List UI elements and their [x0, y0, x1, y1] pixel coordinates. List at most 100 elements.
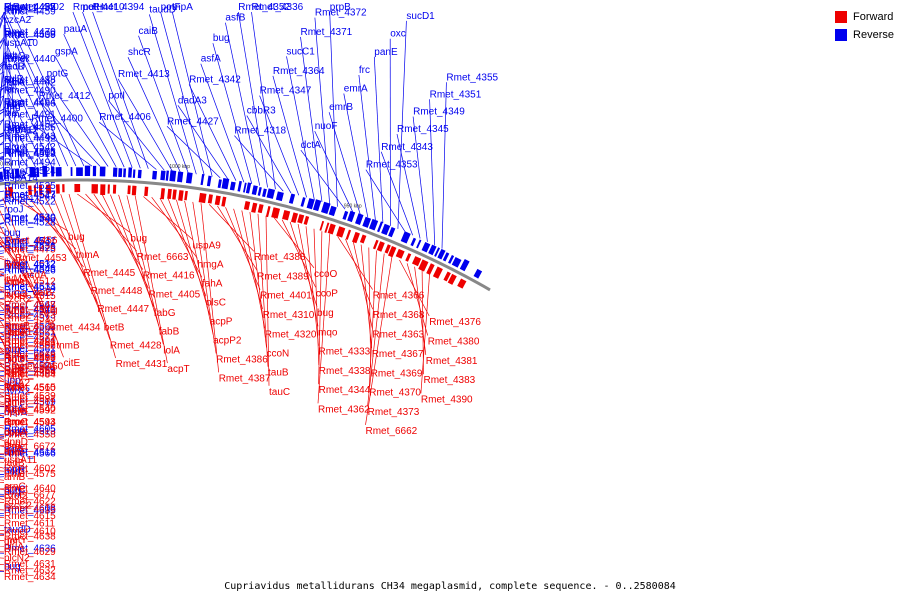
forward-gene-label: tnpA — [4, 381, 25, 392]
label-leader-line — [148, 14, 197, 175]
label-leader-line — [272, 75, 307, 198]
reverse-gene-label: Rmet_4525 — [4, 181, 56, 192]
reverse-gene-label: Rmet_4470 — [4, 27, 56, 38]
label-leader-line — [208, 204, 255, 252]
forward-gene-label: livM3 — [4, 274, 28, 285]
forward-gene-label: czcS2 — [4, 311, 32, 322]
label-leader-line — [429, 99, 436, 246]
label-leader-line — [329, 11, 338, 207]
reverse-gene-label: taudD — [149, 4, 176, 15]
forward-gene-label: Rmet_4344 — [319, 385, 371, 396]
reverse-gene-label: caiB — [139, 26, 159, 37]
reverse-gene-label: Rmet_4626 — [4, 266, 56, 277]
forward-gene-label: Rmet_4516 — [4, 306, 56, 317]
forward-gene-label: Rmet_4475 — [4, 244, 56, 255]
forward-gene-label: Rmet_4363 — [372, 330, 424, 341]
forward-gene-label: fadB — [4, 458, 25, 469]
label-leader-line — [127, 57, 181, 173]
forward-feature — [336, 226, 346, 238]
forward-gene-label: Rmet_4511 — [4, 398, 55, 409]
forward-gene-label: Rmet_4481 — [4, 337, 56, 348]
label-leader-line — [98, 121, 157, 170]
forward-gene-label: Rmet_4565 — [4, 383, 56, 394]
reverse-gene-label: rpoJ — [4, 205, 23, 216]
label-leader-line — [52, 194, 105, 322]
reverse-feature — [473, 268, 483, 279]
forward-gene-label: Rmet_4428 — [110, 341, 162, 352]
label-leader-line — [217, 205, 258, 271]
forward-feature — [4, 187, 8, 199]
reverse-feature — [410, 237, 417, 247]
forward-feature — [345, 229, 352, 240]
reverse-gene-label: sumF1 — [4, 194, 35, 205]
reverse-gene-label: Rmet_4452 — [4, 120, 56, 131]
label-leader-line — [0, 243, 25, 270]
reverse-feature — [169, 170, 177, 182]
forward-gene-label: Rmet_4370 — [369, 388, 421, 399]
reverse-feature — [221, 177, 230, 190]
legend-reverse: Reverse — [835, 26, 894, 44]
forward-gene-label: arnB — [4, 472, 25, 483]
reverse-gene-label: Rmet_4546 — [4, 213, 56, 224]
label-leader-line — [177, 105, 229, 180]
reverse-gene-label: fabD — [4, 99, 25, 110]
label-leader-line — [54, 56, 117, 167]
forward-feature — [178, 190, 184, 201]
reverse-gene-label: zot — [4, 51, 18, 62]
forward-gene-label: czcC2 — [4, 501, 32, 512]
legend-reverse-label: Reverse — [853, 29, 894, 41]
reverse-gene-label: fabA — [4, 78, 25, 89]
reverse-gene-label: Rmet_4527 — [4, 189, 56, 200]
reverse-gene-label: Rmet_4412 — [39, 91, 91, 102]
reverse-feature — [42, 165, 48, 177]
forward-gene-label: Rmet_4591 — [4, 394, 56, 405]
reverse-feature — [300, 197, 306, 207]
forward-gene-label: bug — [4, 345, 21, 356]
forward-gene-label: betB — [104, 322, 125, 333]
forward-gene-label: Rmet_4504 — [4, 335, 56, 346]
reverse-gene-label: Rmet_4494 — [4, 157, 56, 168]
label-leader-line — [60, 194, 111, 340]
reverse-gene-label: Rmet_4605 — [4, 424, 56, 435]
reverse-gene-label: Rmet_4443 — [4, 131, 56, 142]
reverse-gene-label: nuoF — [315, 121, 338, 132]
forward-feature — [214, 195, 221, 206]
forward-feature — [38, 184, 43, 196]
reverse-feature — [137, 169, 142, 179]
reverse-gene-label: Rmet_4505 — [4, 147, 56, 158]
forward-gene-label: Rmet_4592 — [4, 406, 56, 417]
forward-gene-label: plsC — [206, 297, 226, 308]
label-leader-line — [313, 228, 320, 366]
forward-feature — [221, 196, 227, 207]
reverse-gene-label: emrA — [344, 84, 368, 95]
reverse-gene-label: Rmet_4530 — [4, 213, 56, 224]
forward-gene-label: Rmet_6663 — [137, 252, 189, 263]
label-leader-line — [365, 169, 406, 233]
label-leader-line — [314, 17, 331, 205]
forward-feature — [372, 239, 379, 250]
reverse-gene-label: bug — [213, 33, 230, 44]
reverse-gene-label: Rmet_4561 — [4, 344, 56, 355]
forward-feature — [457, 278, 467, 289]
reverse-gene-label: msrA — [4, 408, 28, 419]
forward-gene-label: bug — [317, 308, 334, 319]
forward-feature — [28, 185, 32, 196]
reverse-gene-label: bug — [4, 123, 21, 134]
forward-gene-label: Rmet_4558 — [4, 429, 56, 440]
reverse-gene-label: Rmet_4614 — [4, 282, 56, 293]
reverse-feature — [266, 188, 276, 199]
forward-gene-label: plcN2 — [4, 553, 30, 564]
reverse-gene-label: Rmet_4545 — [4, 264, 56, 275]
kbp-tick-label: 950 kbp — [344, 204, 362, 210]
forward-gene-label: Rmet_4373 — [368, 407, 420, 418]
forward-gene-label: fahA — [202, 278, 223, 289]
forward-gene-label: hns — [4, 261, 20, 272]
label-leader-line — [368, 247, 372, 368]
reverse-gene-label: shc — [4, 2, 20, 13]
label-leader-line — [273, 217, 315, 269]
forward-gene-label: citE — [64, 358, 81, 369]
forward-gene-label: Rmet_4460 — [12, 362, 64, 373]
forward-gene-label: Rmet_4333 — [319, 347, 371, 358]
label-leader-line — [286, 56, 315, 200]
reverse-feature — [123, 168, 127, 178]
